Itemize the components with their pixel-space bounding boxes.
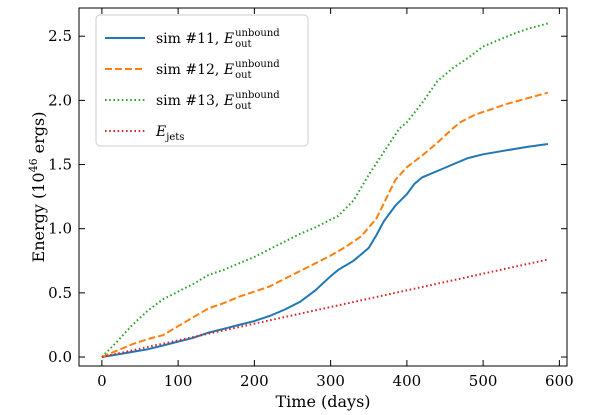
y-tick-label: 1.0	[48, 220, 72, 238]
legend-label-1: sim #11, E	[156, 31, 234, 47]
legend-label-2: sim #12, E	[156, 62, 234, 78]
x-tick-label: 600	[545, 372, 574, 390]
legend-super-sub-3: unbound out	[235, 90, 280, 112]
axis-ticks	[79, 8, 567, 366]
series-line-4	[101, 258, 549, 358]
legend-super-sub-1: unbound out	[235, 28, 280, 50]
y-tick-label: 0.0	[48, 348, 72, 366]
y-tick-label: 2.0	[48, 91, 72, 109]
x-tick-label: 0	[97, 372, 107, 390]
y-tick-label: 2.5	[48, 27, 72, 45]
x-tick-label: 100	[164, 372, 193, 390]
legend-super-sub-2: unbound out	[235, 59, 280, 81]
series-line-1	[101, 143, 549, 358]
x-tick-label: 500	[469, 372, 498, 390]
legend-label-4: Ejets	[155, 124, 184, 143]
y-tick-label: 0.5	[48, 284, 72, 302]
series-line-3	[101, 22, 549, 358]
x-tick-label: 400	[393, 372, 422, 390]
x-tick-label: 200	[240, 372, 269, 390]
axis-tick-labels: 0 100 200 300 400 500 600 0.0 0.5 1.0 1.5 2.0 2.5	[48, 27, 574, 390]
series-lines	[101, 22, 549, 358]
x-tick-label: 300	[316, 372, 345, 390]
y-tick-label: 1.5	[48, 156, 72, 174]
x-axis-label: Time (days)	[275, 392, 370, 411]
plot-area	[78, 7, 568, 367]
legend-box	[95, 14, 309, 147]
legend-label-3: sim #13, E	[156, 93, 234, 109]
series-line-2	[101, 91, 549, 358]
y-axis-label: Energy (1046 ergs)	[27, 112, 48, 263]
